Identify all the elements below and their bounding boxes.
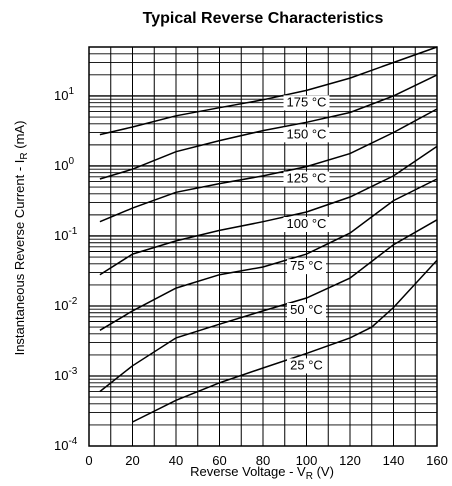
series-label-2: 125 °C: [287, 171, 327, 186]
y-tick-exponent: 1: [68, 86, 74, 97]
y-tick-label: 100: [54, 156, 74, 173]
y-tick-label: 10-1: [54, 226, 78, 243]
series-label-bg-3: [283, 216, 330, 232]
curves: [99, 46, 438, 423]
y-tick-exponent: 0: [68, 156, 74, 167]
ticks: 0 20 40 60 80 100 120 140 16010110010-110-210-31…: [54, 86, 448, 468]
y-axis-label: Instantaneous Reverse Current - IR (mA): [12, 121, 30, 356]
series-label-1: 150 °C: [287, 126, 327, 141]
series-label-bg-0: [283, 95, 330, 111]
series-line-6: [132, 259, 438, 423]
x-tick-label: 120: [339, 453, 361, 468]
y-tick-exponent: -3: [68, 366, 77, 377]
y-tick-exponent: -2: [68, 296, 77, 307]
chart-title: Typical Reverse Characteristics: [143, 10, 384, 27]
y-tick-label: 10-2: [54, 296, 78, 313]
x-tick-label: 40: [169, 453, 183, 468]
y-tick-base: 10: [54, 368, 68, 383]
series-line-2: [99, 108, 438, 223]
y-tick-label: 10-3: [54, 366, 78, 383]
series-label-0: 175 °C: [287, 94, 327, 109]
series-label-3: 100 °C: [287, 216, 327, 231]
y-tick-base: 10: [54, 228, 68, 243]
x-tick-label: 100: [296, 453, 318, 468]
series-label-bg-5: [287, 302, 326, 318]
y-tick-label: 101: [54, 86, 74, 103]
series-label-5: 50 °C: [290, 302, 323, 317]
y-tick-exponent: -4: [68, 436, 77, 447]
series-label-bg-6: [287, 358, 326, 374]
grid: [89, 47, 437, 446]
series-label-6: 25 °C: [290, 357, 323, 372]
series-line-5: [99, 219, 438, 393]
series-line-4: [99, 178, 438, 331]
series-line-0: [99, 46, 438, 136]
y-tick-base: 10: [54, 298, 68, 313]
y-tick-base: 10: [54, 88, 68, 103]
y-tick-base: 10: [54, 438, 68, 453]
series-label-bg-2: [283, 171, 330, 187]
x-tick-label: 0: [85, 453, 92, 468]
y-tick-label: 10-4: [54, 436, 78, 453]
x-tick-label: 80: [256, 453, 270, 468]
series-label-4: 75 °C: [290, 258, 323, 273]
x-axis-label: Reverse Voltage - VR (V): [190, 464, 334, 482]
series-label-bg-4: [287, 259, 326, 275]
y-tick-exponent: -1: [68, 226, 77, 237]
x-tick-label: 60: [212, 453, 226, 468]
y-tick-base: 10: [54, 158, 68, 173]
x-tick-label: 20: [125, 453, 139, 468]
x-tick-label: 140: [383, 453, 405, 468]
series-label-bg-1: [283, 127, 330, 143]
series-line-1: [99, 74, 438, 180]
curve-labels: 175 °C 150 °C 125 °C 100 °C 75 °C 50 °C 25 °C: [283, 94, 330, 374]
x-tick-label: 160: [426, 453, 448, 468]
series-line-3: [99, 145, 438, 276]
plot-frame: [88, 46, 438, 447]
